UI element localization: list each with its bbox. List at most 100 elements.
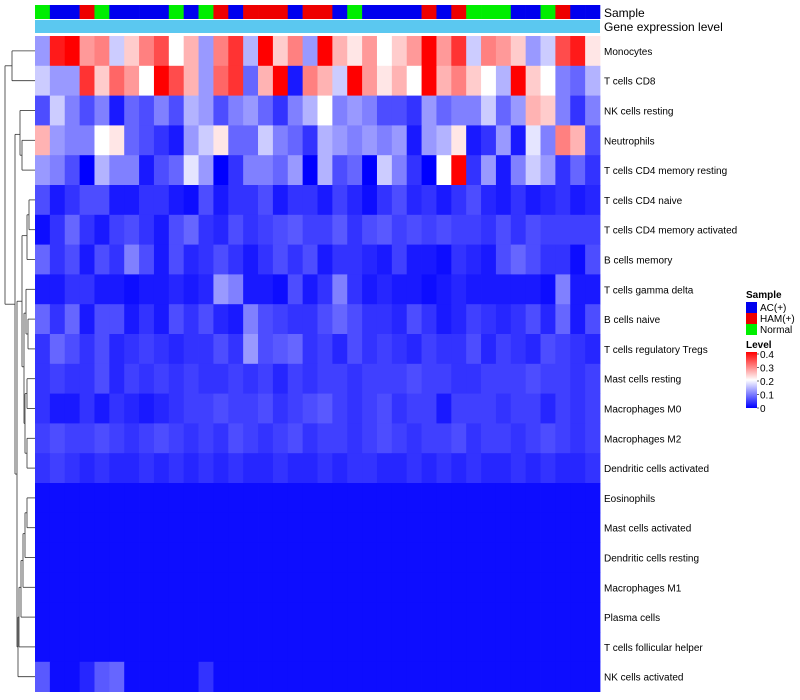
heatmap-cell [302,95,318,126]
heatmap-cell [243,334,259,365]
heatmap-cell [79,244,95,275]
sample-annotation-cell [213,5,229,19]
heatmap-cell [466,155,482,186]
heatmap-cell [94,423,110,454]
heatmap-cell [362,274,378,305]
heatmap-cell [124,214,140,245]
heatmap-cell [272,453,289,484]
heatmap-cell [183,214,199,245]
heatmap-cell [79,602,95,633]
heatmap-cell [168,483,185,514]
heatmap-cell [510,512,527,543]
heatmap-cell [183,65,199,96]
heatmap-cell [570,125,586,156]
heatmap-cell [510,602,527,633]
heatmap-cell [525,95,541,126]
heatmap-cell [481,95,497,126]
heatmap-cell [228,36,244,67]
heatmap-cell [406,65,422,96]
heatmap-cell [302,36,318,67]
heatmap-cell [391,423,408,454]
heatmap-cell [347,512,363,543]
heatmap-cell [35,602,51,633]
row-label: T cells regulatory Tregs [604,345,708,356]
heatmap-cell [124,65,140,96]
heatmap-cell [228,214,244,245]
heatmap-cell [272,423,289,454]
heatmap-cell [525,185,541,216]
heatmap-cell [35,393,51,424]
heatmap-cell [124,572,140,603]
heatmap-cell [421,65,437,96]
sample-annotation-cell [198,5,214,19]
heatmap-cell [183,95,199,126]
heatmap-cell [555,512,571,543]
heatmap-cell [139,363,155,394]
heatmap-cell [124,363,140,394]
heatmap-cell [109,453,125,484]
heatmap-cell [198,304,214,335]
heatmap-cell [525,542,541,573]
heatmap-cell [525,155,541,186]
heatmap-cell [109,155,125,186]
heatmap-cell [436,393,452,424]
heatmap-cell [168,453,185,484]
heatmap-cell [376,572,393,603]
heatmap-cell [79,363,95,394]
heatmap-cell [332,304,348,335]
heatmap-cell [540,453,556,484]
heatmap-cell [510,363,527,394]
sample-annotation-cell [124,5,140,19]
heatmap-cell [421,334,437,365]
heatmap-cell [79,483,95,514]
heatmap-cell [495,125,512,156]
heatmap-cell [109,363,125,394]
heatmap-cell [376,393,393,424]
heatmap-cell [540,185,556,216]
heatmap-cell [228,125,244,156]
heatmap-cell [317,602,333,633]
heatmap-cell [153,453,170,484]
heatmap-cell [540,602,556,633]
heatmap-cell [347,542,363,573]
heatmap-cell [347,155,363,186]
heatmap-cell [109,661,125,692]
heatmap-cell [139,512,155,543]
heatmap-cell [228,155,244,186]
heatmap-cell [139,214,155,245]
heatmap-cell [64,244,81,275]
heatmap-cell [466,36,482,67]
heatmap-cell [481,334,497,365]
heatmap-cell [570,661,586,692]
heatmap-cell [35,36,51,67]
heatmap-cell [272,483,289,514]
heatmap-cell [555,155,571,186]
heatmap-cell [362,363,378,394]
heatmap-cell [94,214,110,245]
heatmap-cell [198,334,214,365]
heatmap-cell [64,185,81,216]
heatmap-cell [570,185,586,216]
heatmap-cell [64,483,81,514]
heatmap-cell [585,155,601,186]
heatmap-cell [153,65,170,96]
heatmap-cell [183,512,199,543]
heatmap-cell [49,661,66,692]
heatmap-cell [555,393,571,424]
heatmap-cell [570,632,586,663]
heatmap-cell [64,274,81,305]
heatmap-cell [258,95,274,126]
heatmap-cell [376,512,393,543]
heatmap-cell [317,65,333,96]
heatmap-cell [228,334,244,365]
heatmap-cell [510,125,527,156]
heatmap-cell [362,185,378,216]
heatmap-cell [510,155,527,186]
sample-annotation-cell [481,5,497,19]
sample-annotation-cell [302,5,318,19]
heatmap-cell [421,602,437,633]
heatmap-cell [213,393,229,424]
heatmap-cell [198,363,214,394]
sample-annotation-cell [525,5,541,19]
heatmap-cell [94,334,110,365]
